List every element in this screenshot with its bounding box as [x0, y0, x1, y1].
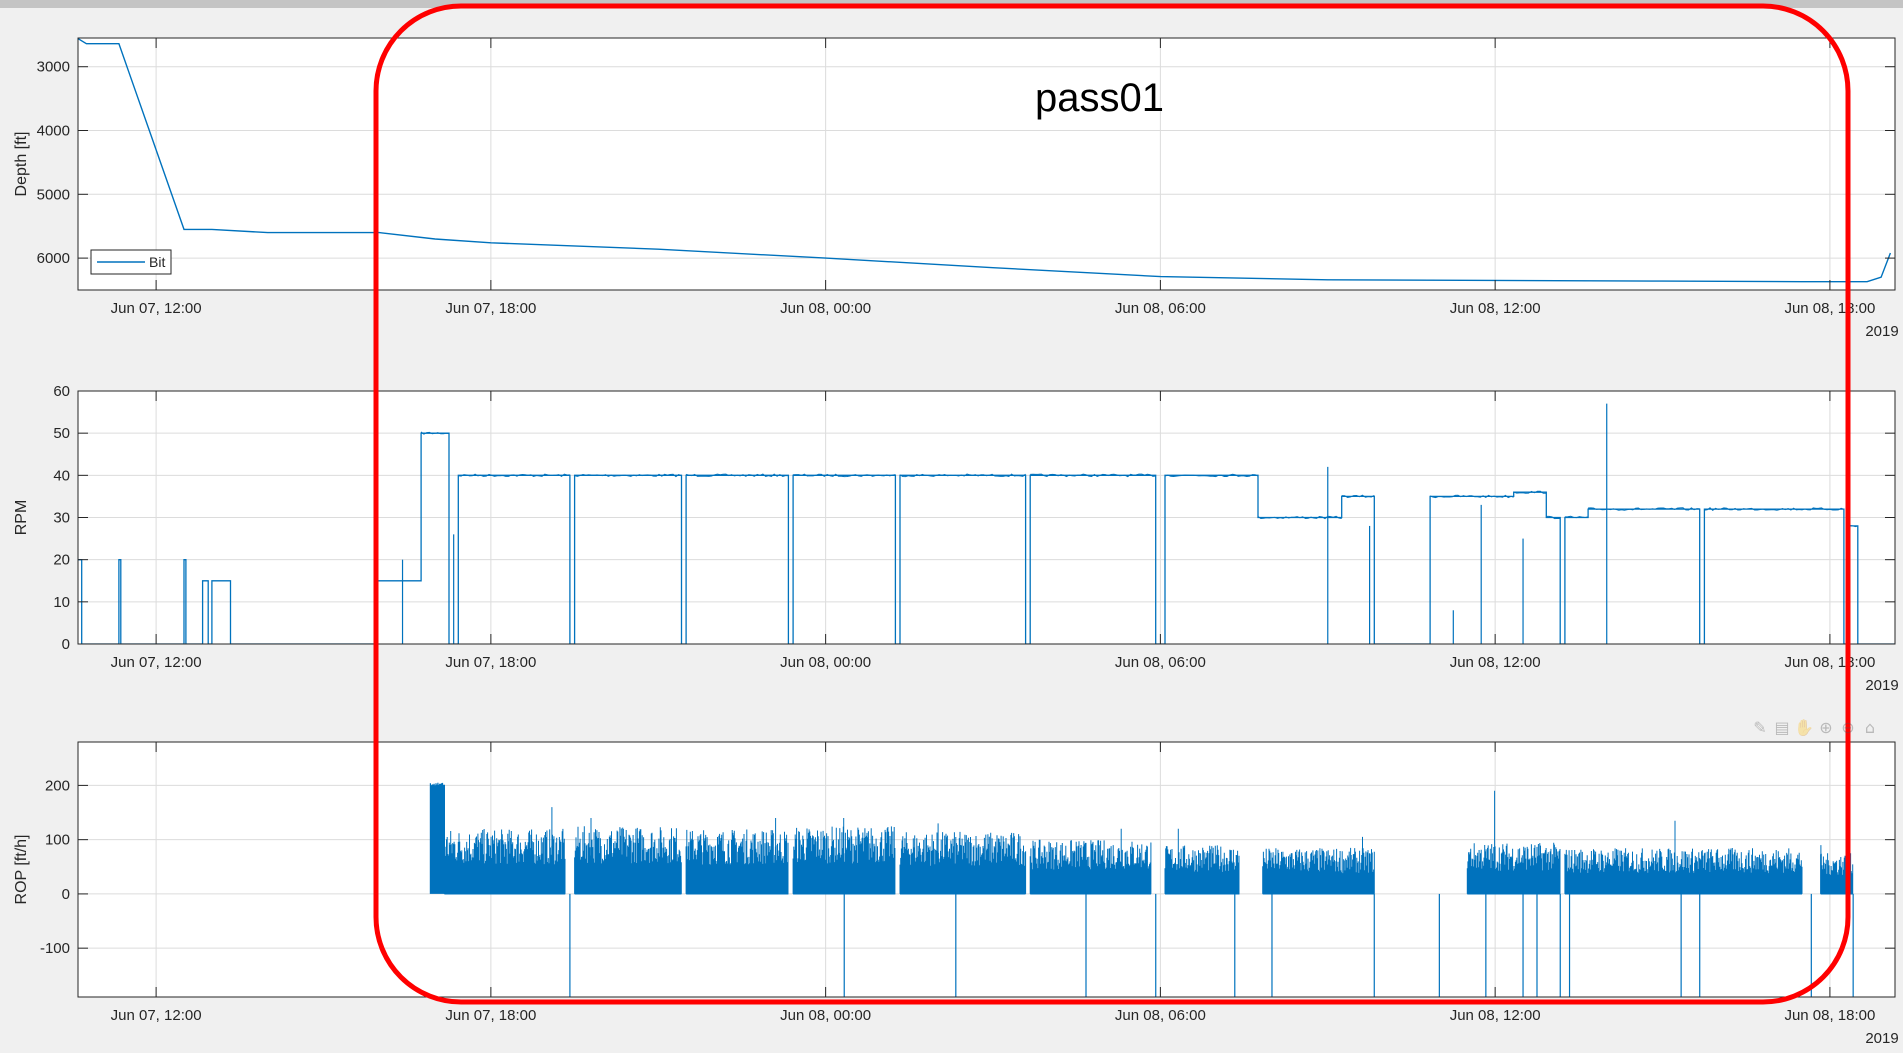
x-tick-label: Jun 08, 18:00	[1784, 654, 1875, 671]
axes-1[interactable]: Jun 07, 12:00 Jun 07, 18:00 Jun 08, 00:00 J…	[13, 37, 1899, 340]
home-icon[interactable]: ⌂	[1864, 718, 1876, 737]
axes-frame	[77, 37, 1896, 291]
rop-burst	[574, 818, 682, 894]
x-year-label: 2019	[1865, 1030, 1898, 1047]
x-year-label: 2019	[1865, 677, 1898, 694]
x-tick-label: Jun 08, 06:00	[1115, 654, 1206, 671]
data-layer	[429, 782, 1854, 997]
x-tick-label: Jun 07, 12:00	[111, 1007, 202, 1024]
x-tick-label: Jun 08, 06:00	[1115, 300, 1206, 317]
series-line-bit	[78, 38, 1892, 283]
x-tick-label: Jun 08, 12:00	[1450, 654, 1541, 671]
x-tick-label: Jun 08, 06:00	[1115, 1007, 1206, 1024]
zoom-out-icon[interactable]: ⊖	[1841, 718, 1855, 737]
x-tick-label: Jun 08, 18:00	[1784, 300, 1875, 317]
x-tick-label: Jun 08, 18:00	[1784, 1007, 1875, 1024]
brush-icon[interactable]: ✎	[1753, 718, 1767, 737]
y-tick-label: 200	[45, 777, 70, 794]
y-tick-label: -100	[40, 940, 70, 957]
x-tick-label: Jun 08, 12:00	[1450, 1007, 1541, 1024]
x-tick-label: Jun 07, 12:00	[111, 300, 202, 317]
rpm-jitter	[420, 431, 1858, 528]
rop-step	[429, 782, 445, 894]
data-layer	[78, 403, 1895, 644]
axes-2[interactable]: Jun 07, 12:00 Jun 07, 18:00 Jun 08, 00:00 J…	[13, 383, 1899, 694]
y-tick-label: 0	[62, 886, 70, 903]
y-tick-label: 6000	[37, 250, 70, 267]
rop-burst	[1466, 790, 1561, 894]
x-tick-label: Jun 07, 18:00	[445, 1007, 536, 1024]
datatip-icon[interactable]: ▤	[1774, 718, 1790, 737]
y-axis-label: Depth [ft]	[13, 132, 30, 197]
rop-burst	[1262, 836, 1375, 894]
y-tick-label: 30	[53, 510, 70, 527]
x-tick-label: Jun 07, 12:00	[111, 654, 202, 671]
plot-area	[78, 38, 1895, 290]
rop-burst	[1029, 828, 1152, 894]
annotation-label: pass01	[1035, 76, 1164, 120]
y-tick-label: 40	[53, 467, 70, 484]
y-tick-label: 60	[53, 383, 70, 400]
x-tick-label: Jun 08, 12:00	[1450, 300, 1541, 317]
axes-toolbar[interactable]: ✎ ▤ ✋ ⊕ ⊖ ⌂	[1750, 717, 1880, 741]
x-tick-label: Jun 07, 18:00	[445, 654, 536, 671]
axes-3[interactable]: Jun 07, 12:00 Jun 07, 18:00 Jun 08, 00:00 J…	[13, 741, 1899, 1047]
legend[interactable]: Bit	[90, 249, 172, 275]
rop-burst	[1164, 828, 1240, 894]
rpm-series-line	[78, 432, 1895, 644]
y-tick-label: 50	[53, 425, 70, 442]
y-axis-label: RPM	[13, 500, 30, 536]
y-tick-label: 5000	[37, 186, 70, 203]
data-layer	[78, 38, 1892, 283]
rop-burst	[899, 823, 1027, 894]
x-tick-label: Jun 08, 00:00	[780, 1007, 871, 1024]
y-tick-label: 4000	[37, 123, 70, 140]
rop-burst	[792, 818, 896, 894]
x-tick-label: Jun 08, 00:00	[780, 654, 871, 671]
x-tick-label: Jun 07, 18:00	[445, 300, 536, 317]
y-axis-label: ROP [ft/h]	[13, 835, 30, 905]
pan-icon[interactable]: ✋	[1794, 718, 1814, 737]
y-tick-label: 0	[62, 636, 70, 653]
y-tick-label: 20	[53, 552, 70, 569]
x-tick-label: Jun 08, 00:00	[780, 300, 871, 317]
axes-frame	[77, 741, 1896, 998]
rop-burst	[685, 818, 789, 894]
rop-burst	[1564, 820, 1803, 894]
y-tick-label: 100	[45, 832, 70, 849]
y-tick-label: 3000	[37, 59, 70, 76]
legend-entry: Bit	[149, 254, 165, 270]
annotation-box	[373, 3, 1851, 1005]
zoom-in-icon[interactable]: ⊕	[1819, 718, 1833, 737]
x-year-label: 2019	[1865, 323, 1898, 340]
y-tick-label: 10	[53, 594, 70, 611]
